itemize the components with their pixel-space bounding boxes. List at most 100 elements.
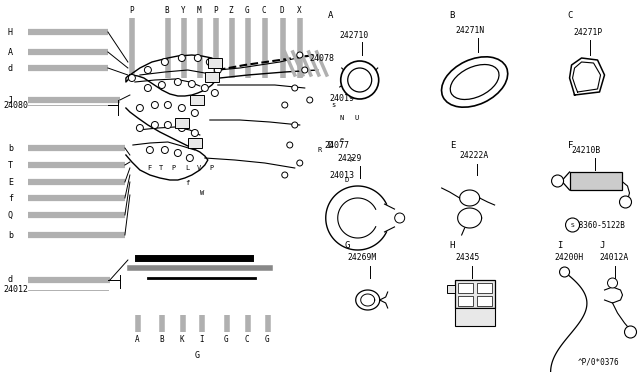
Circle shape [186, 154, 193, 161]
Ellipse shape [348, 68, 372, 92]
Text: U: U [355, 115, 359, 121]
Text: 24200H: 24200H [555, 253, 584, 263]
Circle shape [607, 278, 618, 288]
Text: 24012A: 24012A [600, 253, 628, 263]
Circle shape [552, 175, 564, 187]
Circle shape [152, 102, 158, 109]
Text: A: A [135, 336, 140, 344]
Circle shape [191, 129, 198, 137]
Bar [454, 280, 495, 308]
Bar [188, 138, 202, 148]
Ellipse shape [451, 64, 499, 99]
Text: T: T [8, 160, 13, 170]
Text: T: T [159, 165, 163, 171]
Text: F: F [147, 165, 151, 171]
Text: s: s [332, 102, 336, 108]
Circle shape [174, 78, 181, 86]
Text: Z: Z [229, 6, 234, 15]
Text: V: V [197, 165, 201, 171]
Text: P: P [349, 157, 354, 163]
Text: 24012: 24012 [3, 285, 28, 295]
Text: G: G [224, 336, 228, 344]
Circle shape [302, 67, 308, 73]
Text: b: b [8, 144, 13, 153]
Text: G: G [265, 336, 269, 344]
Text: N: N [340, 115, 344, 121]
Text: P: P [172, 165, 176, 171]
Text: 24222A: 24222A [460, 151, 489, 160]
Text: W: W [200, 190, 204, 196]
Circle shape [620, 196, 632, 208]
Bar [458, 296, 472, 306]
Text: 24013: 24013 [330, 170, 355, 180]
Circle shape [179, 55, 186, 61]
Text: 24077: 24077 [324, 141, 349, 150]
Bar [190, 95, 204, 105]
Text: B: B [165, 6, 170, 15]
Text: 242710: 242710 [340, 31, 369, 39]
Circle shape [191, 109, 198, 116]
Circle shape [625, 326, 637, 338]
Circle shape [292, 85, 298, 91]
Circle shape [559, 267, 570, 277]
Circle shape [129, 74, 136, 81]
Text: B: B [159, 336, 163, 344]
Text: K: K [180, 336, 184, 344]
Circle shape [145, 67, 152, 74]
Text: D: D [328, 141, 333, 150]
Circle shape [161, 58, 168, 65]
Text: B: B [450, 10, 455, 19]
Circle shape [164, 102, 172, 109]
Text: P: P [210, 165, 214, 171]
Circle shape [136, 125, 143, 131]
Text: d: d [8, 276, 13, 285]
Text: H: H [450, 241, 455, 250]
Bar [477, 296, 492, 306]
Circle shape [297, 52, 303, 58]
Circle shape [158, 81, 165, 89]
Circle shape [202, 84, 209, 92]
Text: 24210B: 24210B [572, 145, 601, 154]
Bar [447, 285, 454, 293]
Text: F: F [568, 141, 573, 150]
Text: P: P [129, 6, 134, 15]
Text: L: L [185, 165, 189, 171]
Circle shape [211, 90, 218, 96]
Text: R: R [317, 147, 322, 153]
Circle shape [179, 125, 186, 131]
Bar [458, 283, 472, 293]
Bar [454, 308, 495, 326]
Circle shape [566, 218, 580, 232]
Circle shape [195, 55, 202, 61]
Text: d: d [8, 64, 13, 73]
Circle shape [147, 147, 154, 154]
Circle shape [161, 147, 168, 154]
Circle shape [282, 102, 288, 108]
Text: 24019: 24019 [330, 93, 355, 103]
Text: J: J [8, 96, 13, 105]
Circle shape [152, 122, 158, 128]
Text: E: E [8, 177, 13, 186]
Text: X: X [297, 6, 301, 15]
Text: 24229: 24229 [338, 154, 362, 163]
Bar [477, 283, 492, 293]
Text: C: C [568, 10, 573, 19]
Text: 08360-5122B: 08360-5122B [575, 221, 625, 230]
Bar [175, 118, 189, 128]
Circle shape [214, 67, 221, 74]
Circle shape [206, 58, 213, 65]
Circle shape [395, 213, 404, 223]
Text: e: e [340, 137, 344, 143]
Text: C: C [245, 336, 250, 344]
Bar [570, 172, 621, 190]
Text: A: A [8, 48, 13, 57]
Text: G: G [245, 6, 250, 15]
Text: M: M [197, 6, 202, 15]
Text: A: A [328, 10, 333, 19]
Text: 24078: 24078 [310, 54, 335, 62]
Text: S: S [571, 222, 575, 228]
Text: E: E [450, 141, 455, 150]
Text: Y: Y [181, 6, 186, 15]
Text: f: f [8, 193, 13, 202]
Text: 24269M: 24269M [348, 253, 377, 263]
